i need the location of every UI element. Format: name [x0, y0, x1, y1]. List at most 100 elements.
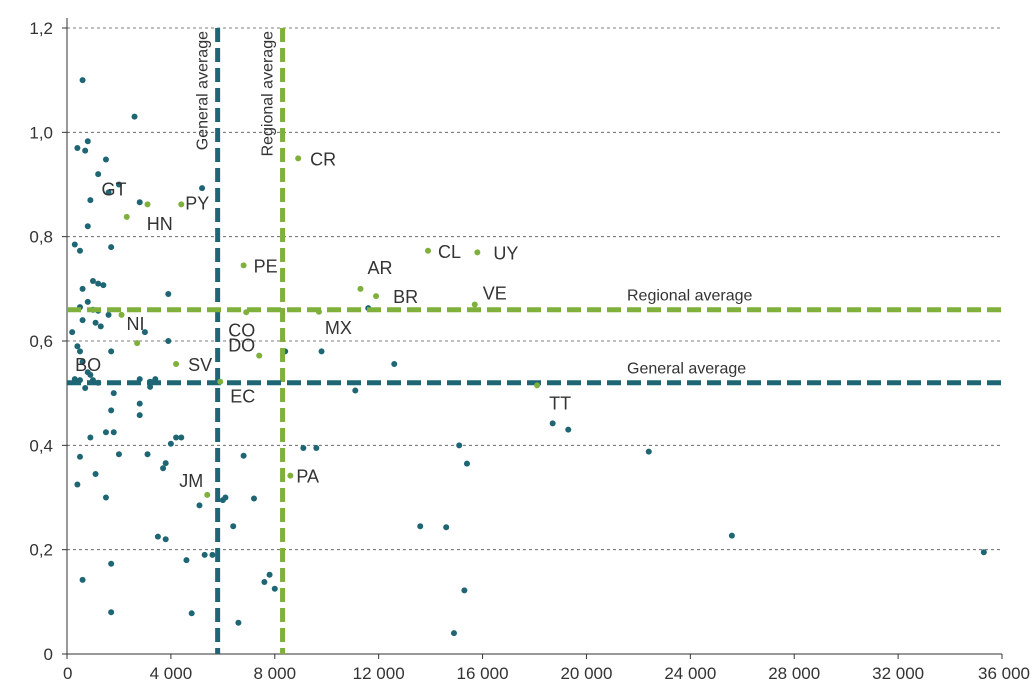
x-tick-label: 4 000: [150, 664, 193, 683]
country-code-label: CO: [228, 320, 255, 340]
world-point: [89, 278, 96, 285]
world-point: [391, 360, 398, 367]
world-point: [271, 585, 278, 592]
y-tick-label: 1,0: [29, 123, 53, 142]
world-point: [461, 587, 468, 594]
x-tick-labels: 0 4 000 8 000 12 000 16 000 20 000 24 000 28 00…: [63, 664, 1030, 683]
world-point: [136, 400, 143, 407]
world-point: [108, 244, 115, 251]
world-point: [230, 523, 237, 530]
country-code-label: HN: [147, 214, 173, 234]
world-point: [74, 343, 81, 350]
country-code-label: PA: [296, 467, 319, 487]
world-point: [95, 171, 102, 178]
world-point: [201, 551, 208, 558]
world-point: [167, 440, 174, 447]
world-point: [178, 434, 185, 441]
world-point: [95, 280, 102, 287]
world-point: [463, 460, 470, 467]
y-tick-label: 0,4: [29, 436, 53, 455]
x-tick-label: 16 000: [457, 664, 509, 683]
world-point: [456, 442, 463, 449]
world-point: [108, 609, 115, 616]
x-tick-label: 28 000: [768, 664, 820, 683]
regional-point: [287, 472, 294, 479]
world-point: [261, 579, 268, 586]
x-tick-label: 8 000: [254, 664, 297, 683]
y-tick-label: 1,2: [29, 19, 53, 38]
world-point: [417, 523, 424, 530]
world-point: [300, 444, 307, 451]
world-point: [165, 338, 172, 344]
world-point: [108, 407, 115, 414]
regional-point: [373, 293, 380, 300]
world-point: [549, 420, 556, 427]
world-point: [240, 452, 247, 459]
world-point: [76, 247, 83, 254]
regional-point: [118, 311, 125, 318]
world-point: [105, 311, 112, 318]
country-code-label: GT: [102, 179, 127, 199]
world-point: [144, 451, 151, 458]
country-code-label: MX: [325, 318, 352, 338]
world-point: [79, 77, 86, 84]
world-point: [183, 557, 190, 564]
world-point: [108, 560, 115, 567]
world-point: [71, 241, 78, 248]
world-point: [209, 551, 216, 558]
world-point: [154, 533, 161, 540]
regional-point: [134, 340, 141, 347]
country-code-label: UY: [493, 243, 518, 263]
axes: [62, 18, 1003, 659]
world-point: [199, 185, 206, 192]
world-point: [141, 329, 148, 336]
world-point: [79, 576, 86, 583]
world-point: [105, 189, 112, 196]
world-point: [87, 197, 94, 204]
world-point: [266, 571, 273, 578]
x-tick-label: 12 000: [353, 664, 405, 683]
world-point: [115, 181, 122, 188]
world-point: [84, 298, 91, 305]
reference-lines: General average Regional average Regional …: [67, 28, 1002, 654]
country-points: [69, 77, 987, 637]
world-point: [980, 549, 987, 556]
regional-point: [474, 249, 481, 256]
world-point: [82, 384, 89, 391]
world-point: [728, 532, 735, 539]
regional-point: [240, 262, 247, 269]
vertical-reference-label: General average: [195, 31, 212, 150]
world-point: [136, 199, 143, 206]
country-code-label: AR: [367, 258, 392, 278]
x-tick-label: 36 000: [978, 664, 1030, 683]
world-point: [565, 426, 572, 433]
country-code-label: BR: [393, 287, 418, 307]
world-point: [102, 156, 109, 163]
country-code-label: CL: [438, 242, 461, 262]
regional-point: [425, 247, 432, 254]
regional-point: [173, 360, 180, 367]
horizontal-reference-label: Regional average: [627, 288, 753, 305]
world-point: [79, 285, 86, 292]
regional-point: [357, 285, 364, 292]
world-point: [100, 282, 107, 289]
y-tick-labels: 0 0,2 0,4 0,6 0,8 1,0 1,2: [29, 19, 53, 664]
world-point: [87, 371, 94, 378]
world-point: [84, 223, 91, 230]
vertical-reference-label: Regional average: [260, 31, 277, 157]
country-code-label: NI: [127, 314, 145, 334]
world-point: [74, 144, 81, 151]
regional-point: [123, 213, 130, 220]
y-tick-label: 0,6: [29, 332, 53, 351]
regional-point: [243, 309, 250, 316]
world-point: [76, 348, 83, 355]
world-point: [108, 348, 115, 355]
world-point: [110, 390, 117, 397]
world-point: [97, 323, 104, 330]
regional-point: [315, 308, 322, 315]
world-point: [82, 147, 89, 154]
world-point: [645, 448, 652, 455]
regional-point: [256, 352, 263, 359]
country-code-label: PY: [185, 193, 209, 213]
world-point: [188, 610, 195, 617]
